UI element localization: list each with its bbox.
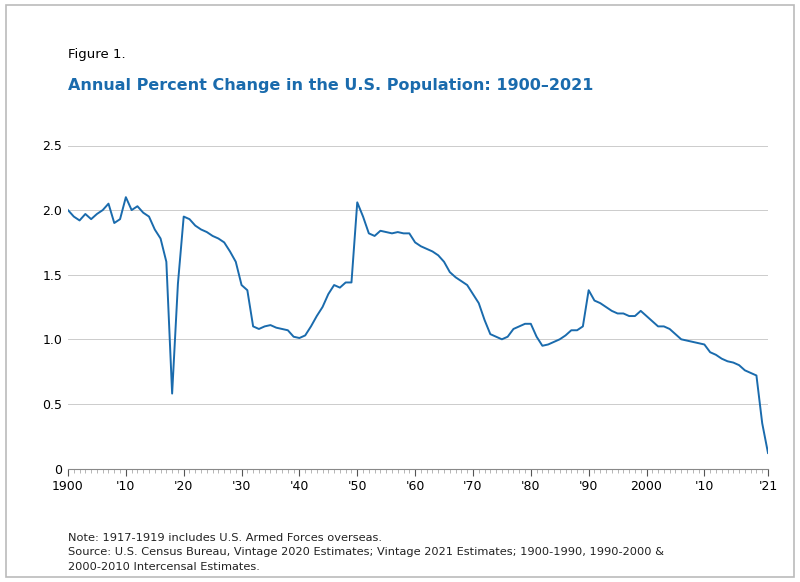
Text: Annual Percent Change in the U.S. Population: 1900–2021: Annual Percent Change in the U.S. Popula… xyxy=(68,78,594,93)
Text: Figure 1.: Figure 1. xyxy=(68,48,126,61)
Text: Note: 1917-1919 includes U.S. Armed Forces overseas.
Source: U.S. Census Bureau,: Note: 1917-1919 includes U.S. Armed Forc… xyxy=(68,533,664,572)
